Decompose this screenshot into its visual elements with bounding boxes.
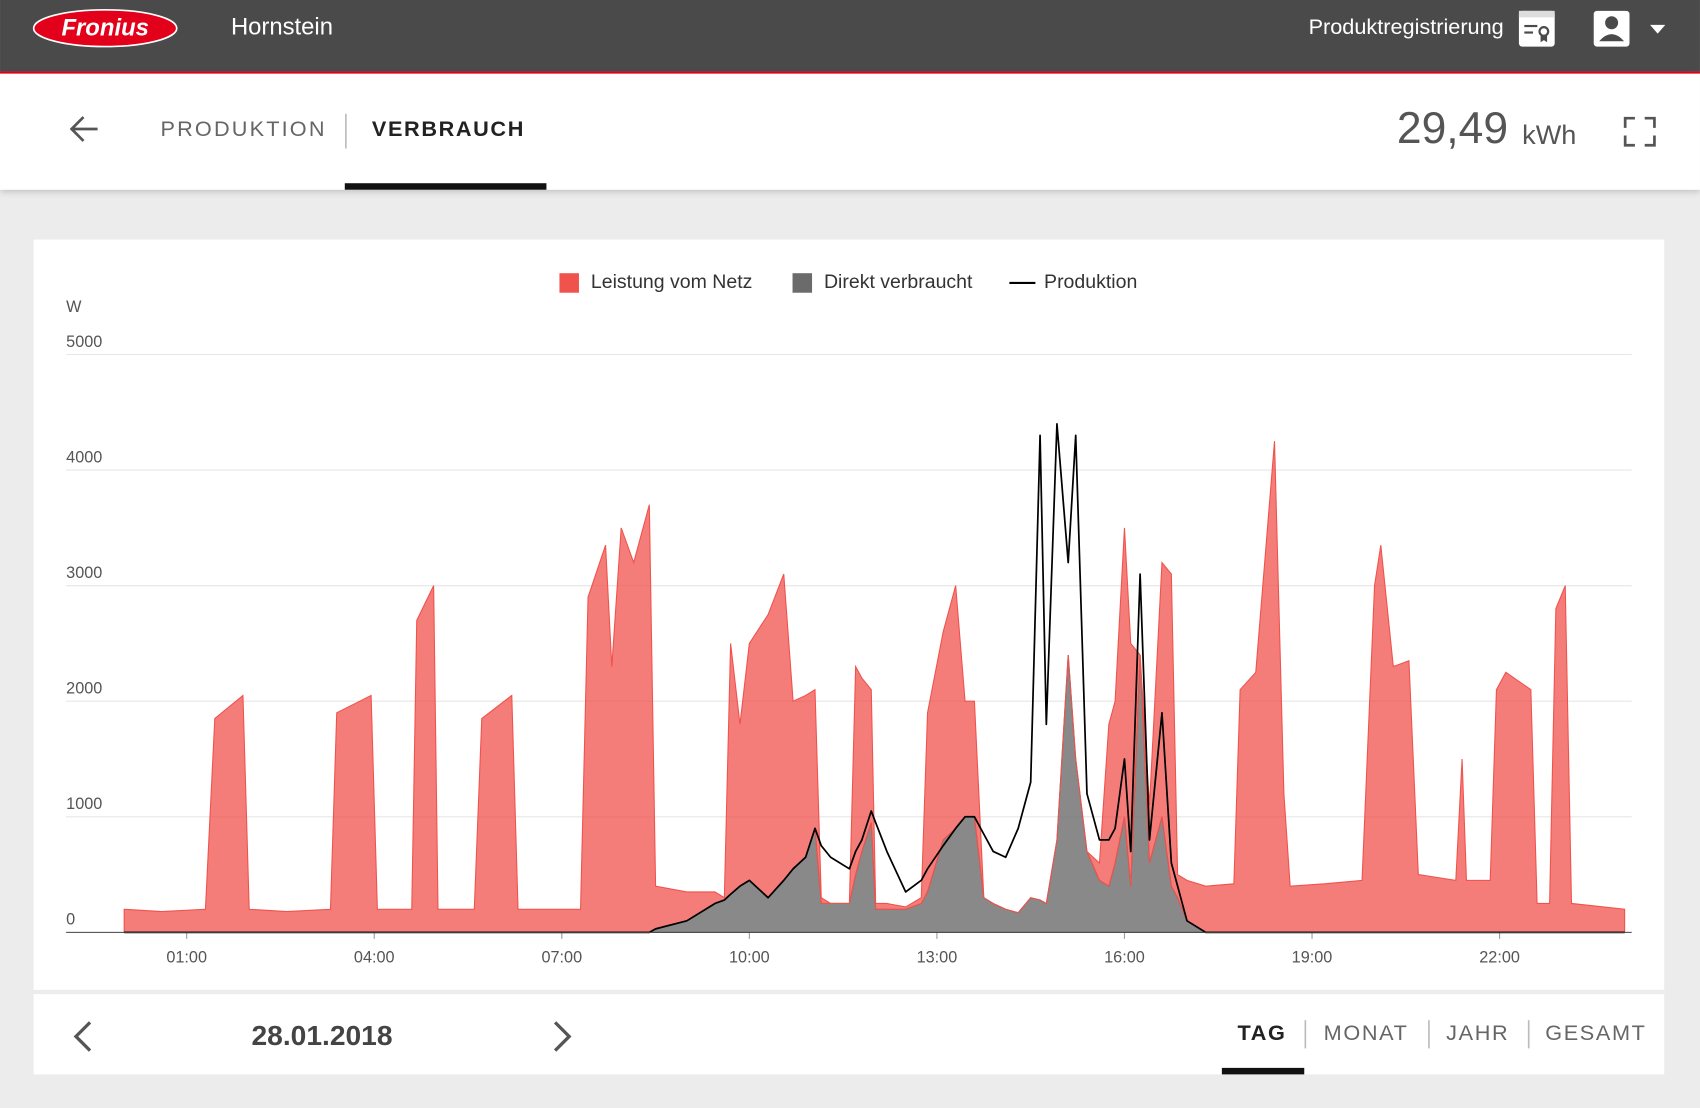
x-tick-label: 16:00 bbox=[1104, 949, 1145, 967]
navigation-card bbox=[33, 994, 1665, 1075]
tab-indicator bbox=[344, 183, 547, 190]
registration-link[interactable]: Produktregistrierung bbox=[1309, 14, 1504, 39]
legend-label: Direkt verbraucht bbox=[824, 271, 973, 293]
legend-swatch bbox=[792, 273, 813, 293]
x-tick-label: 22:00 bbox=[1479, 949, 1520, 967]
legend-label: Leistung vom Netz bbox=[591, 271, 753, 293]
y-tick-label: 4000 bbox=[66, 448, 102, 466]
user-icon[interactable] bbox=[1593, 10, 1666, 47]
x-tick-label: 13:00 bbox=[917, 949, 958, 967]
period-monat[interactable]: MONAT bbox=[1324, 1020, 1409, 1045]
tab-bar bbox=[0, 73, 1700, 190]
period-gesamt[interactable]: GESAMT bbox=[1545, 1020, 1646, 1045]
x-tick-label: 07:00 bbox=[541, 949, 582, 967]
tab-produktion[interactable]: PRODUKTION bbox=[160, 116, 326, 141]
y-tick-label: 1000 bbox=[66, 795, 102, 813]
total-unit: kWh bbox=[1522, 119, 1576, 150]
tab-verbrauch[interactable]: VERBRAUCH bbox=[372, 116, 525, 141]
x-tick-label: 19:00 bbox=[1292, 949, 1333, 967]
x-tick-label: 10:00 bbox=[729, 949, 770, 967]
next-day[interactable] bbox=[553, 1021, 572, 1052]
registration-icon[interactable] bbox=[1518, 10, 1555, 47]
app-bar bbox=[0, 0, 1700, 72]
logo[interactable] bbox=[32, 8, 178, 48]
fullscreen-button[interactable] bbox=[1623, 116, 1656, 147]
y-tick-label: 2000 bbox=[66, 680, 102, 698]
y-axis-label: W bbox=[66, 298, 82, 316]
previous-day[interactable] bbox=[73, 1021, 92, 1052]
chart: W 0 1000 2000 3000 4000 5000 01:00 04:00 07:00 10:… bbox=[66, 271, 1632, 967]
back-button[interactable] bbox=[69, 116, 98, 142]
period-tag[interactable]: TAG bbox=[1237, 1020, 1286, 1045]
period-indicator bbox=[1221, 1067, 1305, 1075]
location: Hornstein bbox=[231, 13, 333, 40]
logo-text: Fronius bbox=[61, 15, 148, 42]
y-tick-label: 5000 bbox=[66, 333, 102, 351]
y-tick-label: 3000 bbox=[66, 564, 102, 582]
legend-label: Produktion bbox=[1044, 271, 1137, 293]
legend-swatch bbox=[559, 273, 579, 293]
app-bar-accent bbox=[0, 71, 1700, 74]
y-tick-label: 0 bbox=[66, 911, 75, 929]
x-tick-label: 04:00 bbox=[354, 949, 395, 967]
total-value: 29,49 bbox=[1397, 104, 1508, 153]
period-jahr[interactable]: JAHR bbox=[1446, 1020, 1509, 1045]
date: 28.01.2018 bbox=[252, 1019, 393, 1051]
x-tick-label: 01:00 bbox=[166, 949, 207, 967]
